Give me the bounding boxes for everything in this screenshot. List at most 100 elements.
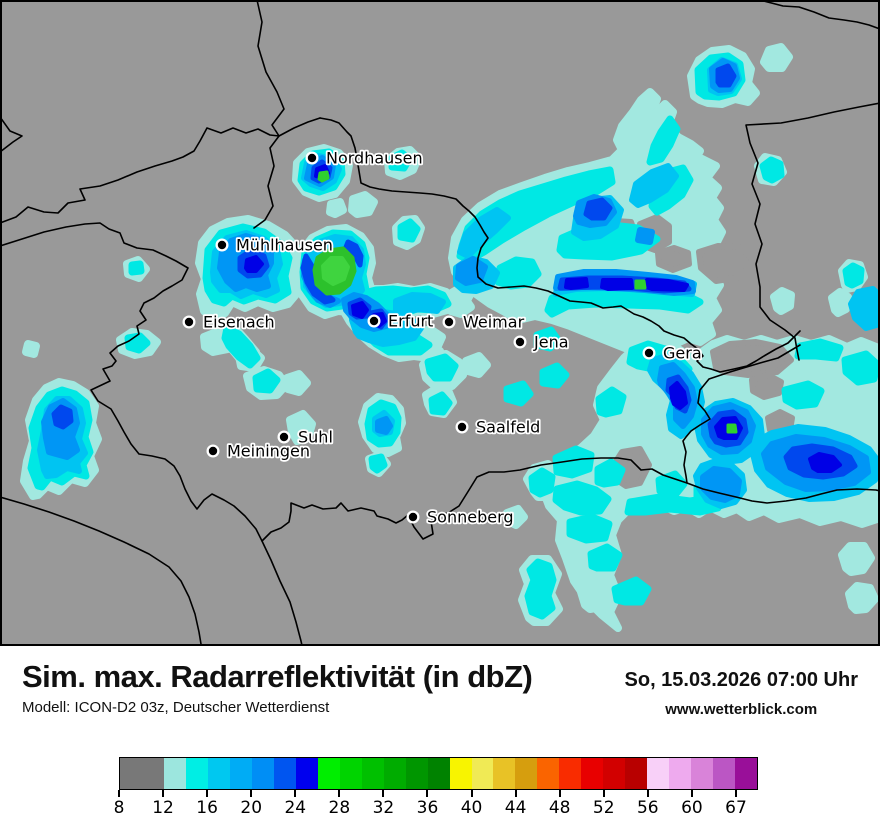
color-scale-legend: 8 12 16 20 24 28 32 36 40 44 48 52 56 60 67 [114, 757, 758, 818]
legend-colorbar [119, 757, 758, 790]
legend-tick-label: 67 [725, 798, 747, 818]
legend-tick-label: 24 [284, 798, 307, 818]
border-north [319, 117, 801, 373]
city-dot [644, 348, 654, 358]
legend-segment [427, 758, 450, 789]
city-marker-saalfeld: Saalfeld [455, 416, 542, 438]
legend-segment [559, 758, 582, 789]
city-label: Suhl [298, 428, 333, 447]
legend-tick-label: 40 [460, 798, 483, 818]
legend-tick-mark [382, 790, 385, 797]
legend-tick-label: 44 [504, 798, 527, 818]
legend-segment [581, 758, 604, 789]
datetime-label: So, 15.03.2026 07:00 Uhr [624, 669, 858, 691]
border-northwest-diagonal [0, 117, 321, 224]
city-label: Jena [533, 333, 569, 352]
legend-tick-mark [118, 790, 120, 797]
legend-tick-label: 32 [372, 798, 395, 818]
city-dot [369, 316, 379, 326]
legend-segment [295, 758, 318, 789]
legend-segment [647, 758, 670, 789]
caption-block: Sim. max. Radarreflektivität (in dbZ) Mo… [0, 646, 880, 718]
legend-segment [449, 758, 472, 789]
legend-segment [515, 758, 538, 789]
city-label: Mühlhausen [236, 236, 333, 255]
legend-tick-label: 60 [681, 798, 703, 818]
city-label: Erfurt [388, 312, 433, 331]
legend-segment [273, 758, 296, 789]
model-subtitle: Modell: ICON-D2 03z, Deutscher Wetterdie… [22, 699, 330, 717]
legend-tick-mark [646, 790, 649, 797]
legend-segment [713, 758, 736, 789]
city-dot [208, 446, 218, 456]
city-marker-nordhausen: Nordhausen [305, 147, 424, 169]
border-southeast [682, 344, 801, 484]
legend-segment [691, 758, 714, 789]
city-dot [444, 317, 454, 327]
border-west-wiggle [0, 116, 23, 153]
legend-tick-mark [514, 790, 517, 797]
legend-segment [207, 758, 230, 789]
city-dot [279, 432, 289, 442]
city-label: Sonneberg [427, 508, 514, 527]
caption-right: So, 15.03.2026 07:00 Uhr www.wetterblick… [625, 660, 858, 718]
legend-segment [471, 758, 494, 789]
city-markers: Nordhausen Mühlhausen Eisenach Erfurt Weimar… [182, 147, 703, 528]
city-marker-meiningen: Meiningen [206, 440, 312, 462]
legend-tick-label: 16 [196, 798, 218, 818]
city-label: Saalfeld [476, 418, 540, 437]
legend-segment [735, 758, 758, 789]
city-dot [217, 240, 227, 250]
legend-tick-mark [734, 790, 737, 797]
legend-tick-mark [250, 790, 253, 797]
legend-tick-mark [426, 790, 429, 797]
caption-left: Sim. max. Radarreflektivität (in dbZ) Mo… [22, 659, 625, 718]
website-label: www.wetterblick.com [665, 701, 818, 718]
city-marker-eisenach: Eisenach [182, 311, 276, 333]
legend-tick-mark [558, 790, 561, 797]
city-marker-suhl: Suhl [277, 426, 335, 448]
border-northwest-vertical [253, 0, 285, 229]
legend-tick-label: 20 [240, 798, 263, 818]
city-dot [184, 317, 194, 327]
city-marker-weimar: Weimar [442, 311, 526, 333]
legend-segment [185, 758, 208, 789]
border-east [745, 102, 880, 361]
legend-segment [120, 758, 164, 789]
legend-segment [361, 758, 384, 789]
legend-segment [405, 758, 428, 789]
legend-tick-label: 12 [152, 798, 174, 818]
city-marker-sonneberg: Sonneberg [406, 506, 515, 528]
legend-segment [317, 758, 340, 789]
legend-tick-mark [690, 790, 693, 797]
legend-segment [163, 758, 186, 789]
state-borders [0, 0, 880, 646]
legend-segment [603, 758, 626, 789]
legend-tick-label: 36 [416, 798, 439, 818]
map-frame [0, 0, 880, 646]
radar-map-svg: Nordhausen Mühlhausen Eisenach Erfurt Weimar… [0, 0, 880, 646]
legend-segment [625, 758, 648, 789]
legend-segment [251, 758, 274, 789]
city-marker-gera: Gera [642, 342, 703, 364]
border-topright-corner [759, 0, 880, 30]
legend-segment [383, 758, 406, 789]
precip-layer-green [312, 170, 738, 434]
legend-tick-mark [602, 790, 605, 797]
legend-tick-label: 56 [636, 798, 659, 818]
city-dot [408, 512, 418, 522]
legend-tick-label: 48 [548, 798, 571, 818]
city-label: Weimar [463, 313, 525, 332]
radar-map: Nordhausen Mühlhausen Eisenach Erfurt Weimar… [0, 0, 880, 646]
city-dot [515, 337, 525, 347]
legend-segment [339, 758, 362, 789]
map-background [0, 0, 880, 646]
legend-tick-label: 52 [592, 798, 615, 818]
city-marker-jena: Jena [513, 331, 570, 353]
legend-tick-mark [162, 790, 165, 797]
legend-segment [493, 758, 516, 789]
city-marker-erfurt: Erfurt [367, 310, 435, 332]
legend-tick-mark [338, 790, 341, 797]
legend-tick-label: 8 [113, 798, 125, 818]
legend-segment [229, 758, 252, 789]
